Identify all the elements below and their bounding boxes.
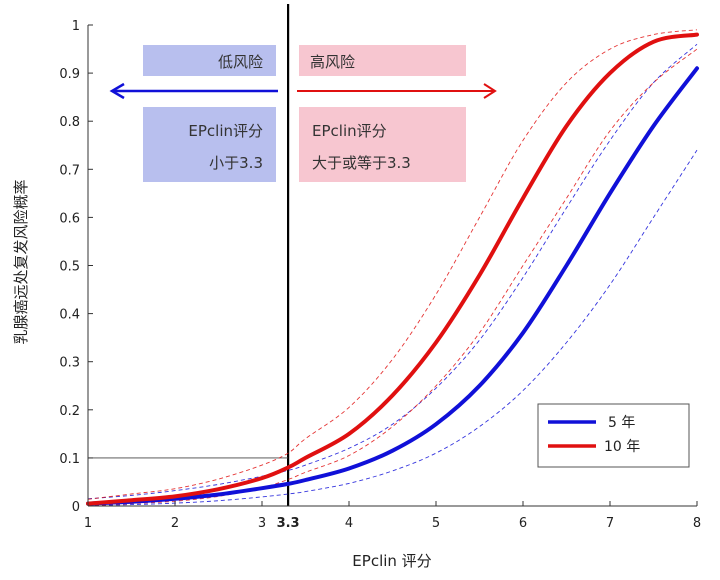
risk-curves [86,32,699,506]
y-tick-label: 0.1 [59,452,80,467]
x-tick-label-cutoff: 3.3 [277,516,300,531]
reference-lines [88,4,290,506]
series-1-main-line [86,32,699,506]
low-risk-detail-box [143,107,276,182]
axis-ticks: 1 2 3 3.3 4 5 6 7 8 0 0.1 0.2 0.3 0.4 0.5 0.6 0.7 0.8 0.9 1 [59,19,701,531]
low-risk-title: 低风险 [218,53,263,71]
y-tick-label: 1 [72,19,80,34]
series-1-upper-band-line [87,29,698,500]
y-tick-label: 0.9 [59,67,80,82]
x-tick-label: 8 [693,516,701,531]
x-tick-label: 2 [171,516,179,531]
y-tick-label: 0.8 [59,115,80,130]
series-0-lower-band-line [87,149,698,506]
low-risk-line2: 小于3.3 [209,154,263,172]
y-tick-label: 0.3 [59,356,80,371]
y-tick-label: 0 [72,500,80,515]
high-risk-title: 高风险 [310,53,355,71]
series-0-upper-band-line [87,43,698,500]
x-tick-label: 4 [345,516,353,531]
x-tick-label: 7 [606,516,614,531]
high-risk-annotation: 高风险 EPclin评分 大于或等于3.3 [299,45,466,182]
y-tick-label: 0.5 [59,260,80,275]
y-tick-label: 0.4 [59,308,80,323]
x-axis-title: EPclin 评分 [352,552,431,570]
high-risk-title-box [299,45,466,76]
x-tick-label: 5 [432,516,440,531]
x-tick-label: 6 [519,516,527,531]
low-risk-title-box [143,45,276,76]
high-risk-detail-box [299,107,466,182]
series-0-main-line [86,66,699,506]
series-1-lower-band-line [87,48,698,506]
x-tick-label: 1 [84,516,92,531]
y-tick-label: 0.6 [59,211,80,226]
legend-box [537,403,690,468]
x-tick-label: 3 [258,516,266,531]
y-tick-label: 0.7 [59,163,80,178]
low-risk-annotation: 低风险 EPclin评分 小于3.3 [143,45,276,182]
low-risk-line1: EPclin评分 [188,122,263,140]
high-risk-line2: 大于或等于3.3 [312,154,411,172]
y-tick-label: 0.2 [59,404,80,419]
legend-label-10-year: 10 年 [604,439,640,455]
legend: 5 年 10 年 [537,403,690,468]
high-risk-arrow [297,83,497,99]
legend-label-5-year: 5 年 [608,415,635,431]
high-risk-line1: EPclin评分 [312,122,387,140]
y-axis-title: 乳腺癌远处复发风险概率 [12,179,30,344]
confidence-bands [87,29,698,506]
low-risk-arrow [109,82,278,100]
